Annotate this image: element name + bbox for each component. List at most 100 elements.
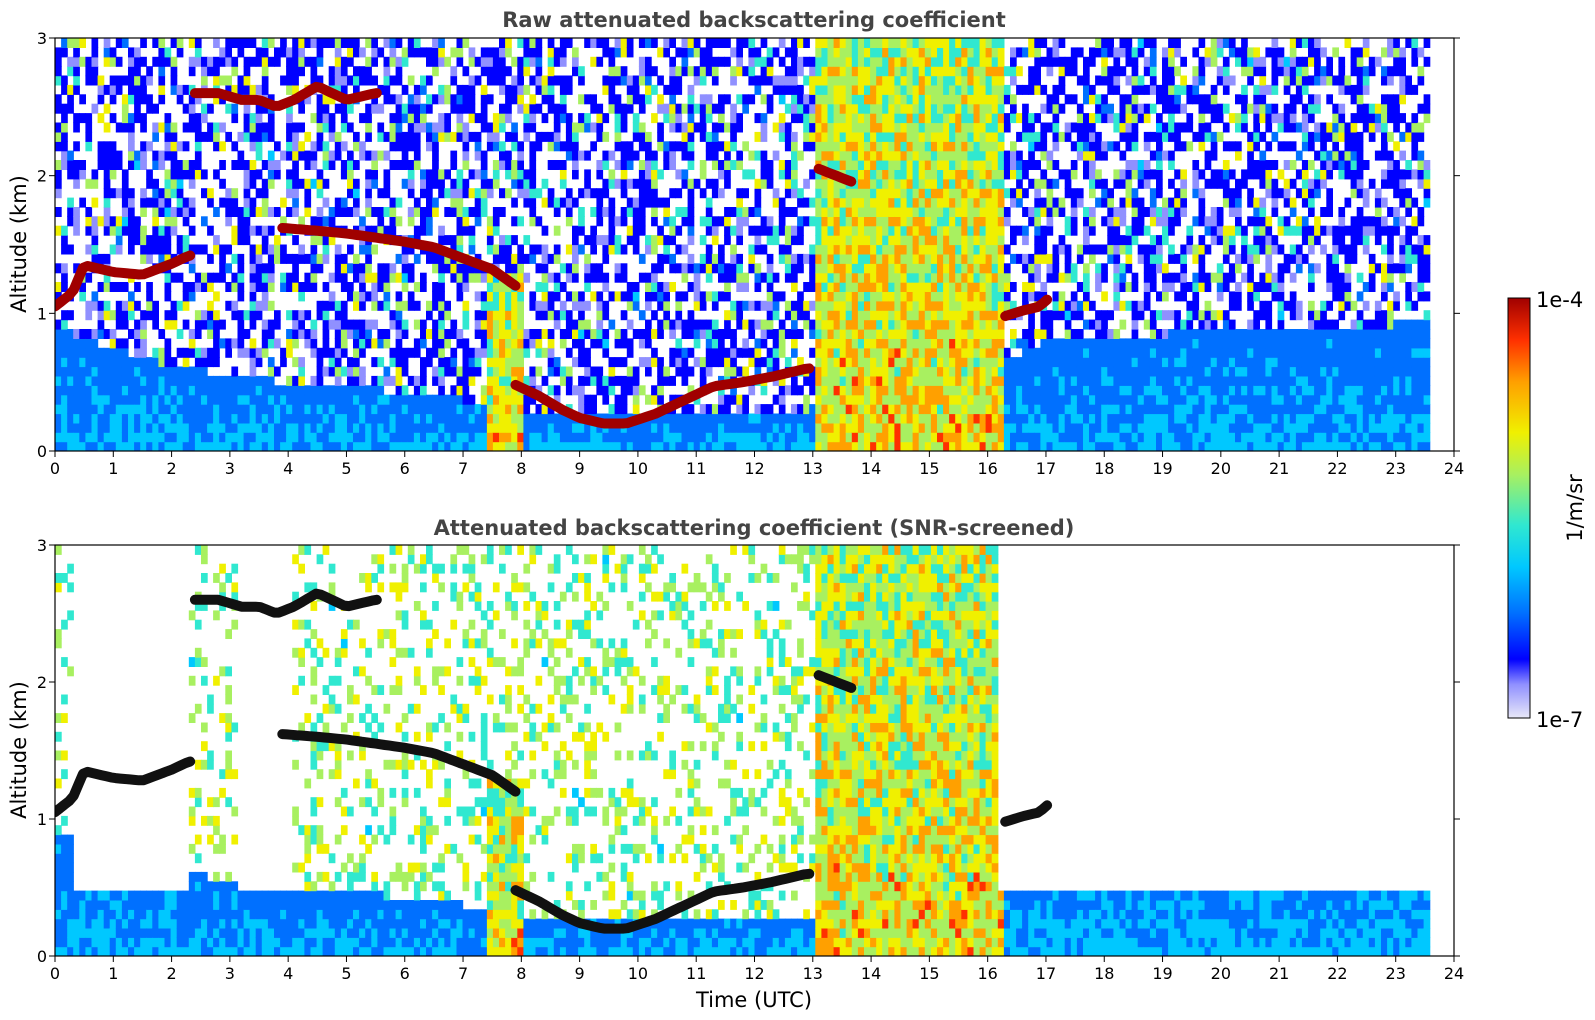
heatmap-cell — [906, 84, 914, 95]
heatmap-cell — [961, 244, 968, 255]
heatmap-cell — [955, 432, 962, 443]
heatmap-cell — [55, 404, 62, 415]
heatmap-cell — [219, 375, 226, 386]
heatmap-cell — [833, 47, 841, 58]
heatmap-cell — [115, 150, 123, 161]
heatmap-cell — [486, 282, 494, 292]
heatmap-cell — [505, 432, 512, 443]
heatmap-cell — [468, 131, 476, 142]
heatmap-cell — [511, 169, 518, 180]
heatmap-cell — [979, 319, 987, 330]
heatmap-cell — [219, 385, 226, 396]
heatmap-cell — [164, 375, 172, 386]
heatmap-cell — [985, 75, 993, 86]
heatmap-cell — [900, 300, 908, 311]
heatmap-cell — [207, 197, 214, 208]
heatmap-cell — [67, 357, 74, 368]
heatmap-cell — [389, 197, 397, 208]
heatmap-cell — [857, 38, 865, 48]
heatmap-cell — [645, 441, 652, 451]
heatmap-cell — [182, 300, 190, 311]
heatmap-cell — [894, 94, 902, 105]
heatmap-cell — [626, 197, 634, 208]
heatmap-cell — [91, 441, 99, 451]
heatmap-cell — [894, 404, 902, 415]
heatmap-cell — [864, 404, 871, 415]
heatmap-cell — [748, 56, 756, 67]
heatmap-cell — [523, 272, 531, 283]
heatmap-cell — [541, 244, 549, 255]
heatmap-cell — [115, 413, 123, 424]
heatmap-cell — [955, 413, 962, 424]
heatmap-cell — [492, 178, 500, 189]
heatmap-cell — [444, 432, 451, 443]
heatmap-cell — [973, 338, 981, 349]
heatmap-cell — [578, 357, 585, 368]
heatmap-cell — [663, 141, 670, 152]
heatmap-cell — [115, 84, 123, 95]
heatmap-cell — [669, 375, 676, 386]
heatmap-cell — [255, 310, 263, 321]
heatmap-cell — [407, 113, 415, 124]
heatmap-cell — [529, 169, 537, 180]
heatmap-cell — [67, 160, 74, 170]
heatmap-cell — [651, 244, 658, 255]
heatmap-cell — [261, 38, 269, 48]
heatmap-cell — [280, 385, 287, 396]
heatmap-cell — [669, 188, 676, 199]
heatmap-cell — [121, 413, 129, 424]
heatmap-cell — [146, 404, 153, 415]
heatmap-cell — [693, 263, 701, 274]
heatmap-cell — [961, 291, 968, 302]
heatmap-cell — [340, 282, 348, 292]
heatmap-cell — [979, 413, 987, 424]
heatmap-cell — [194, 329, 202, 339]
heatmap-cell — [973, 375, 981, 386]
heatmap-cell — [736, 253, 743, 264]
heatmap-cell — [681, 404, 689, 415]
heatmap-cell — [620, 150, 628, 161]
heatmap-cell — [620, 113, 628, 124]
heatmap-cell — [413, 300, 421, 311]
heatmap-cell — [474, 207, 482, 217]
heatmap-cell — [596, 441, 604, 451]
heatmap-cell — [632, 404, 640, 415]
heatmap-cell — [967, 216, 975, 227]
heatmap-cell — [492, 56, 500, 67]
heatmap-cell — [784, 263, 792, 274]
heatmap-cell — [115, 188, 123, 199]
heatmap-cell — [876, 441, 883, 451]
heatmap-cell — [61, 103, 68, 114]
heatmap-cell — [128, 357, 135, 368]
heatmap-cell — [930, 300, 938, 311]
heatmap-cell — [638, 56, 646, 67]
heatmap-cell — [638, 422, 646, 433]
heatmap-cell — [967, 357, 975, 368]
heatmap-cell — [620, 66, 628, 77]
heatmap-cell — [529, 56, 537, 67]
heatmap-cell — [857, 84, 865, 95]
heatmap-cell — [541, 84, 549, 95]
heatmap-cell — [347, 282, 354, 292]
heatmap-cell — [882, 319, 889, 330]
heatmap-cell — [748, 66, 756, 77]
heatmap-cell — [930, 131, 938, 142]
heatmap-cell — [468, 357, 476, 368]
heatmap-cell — [182, 216, 190, 227]
heatmap-cell — [505, 347, 512, 358]
heatmap-cell — [851, 357, 859, 368]
heatmap-cell — [912, 404, 920, 415]
heatmap-cell — [474, 310, 482, 321]
heatmap-cell — [590, 122, 597, 133]
heatmap-cell — [821, 75, 829, 86]
heatmap-cell — [298, 178, 305, 189]
heatmap-cell — [955, 253, 962, 264]
heatmap-cell — [894, 319, 902, 330]
heatmap-cell — [79, 375, 86, 386]
heatmap-cell — [578, 300, 585, 311]
heatmap-cell — [152, 347, 159, 358]
heatmap-cell — [61, 329, 68, 339]
heatmap-cell — [383, 38, 391, 48]
heatmap-cell — [924, 197, 932, 208]
